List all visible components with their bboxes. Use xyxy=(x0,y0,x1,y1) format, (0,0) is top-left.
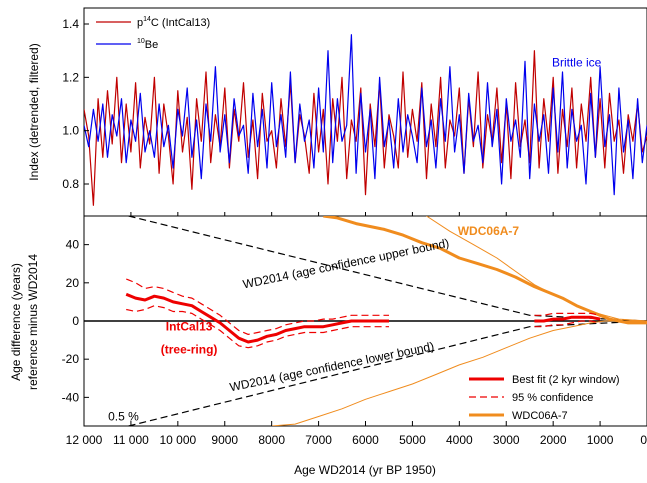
legend-label-best-fit: Best fit (2 kyr window) xyxy=(512,374,620,386)
series-wd2014-age-confidence-lower-bound xyxy=(128,320,647,426)
x-tick-label: 10 000 xyxy=(159,433,196,447)
x-tick-label: 4000 xyxy=(446,433,473,447)
top-plot-area xyxy=(84,34,647,206)
top-y-tick-label: 0.8 xyxy=(62,177,79,191)
series-best-fit-2-kyr-window xyxy=(125,292,389,344)
top-y-tick-label: 1.2 xyxy=(62,70,79,84)
series-95-confidence-lower xyxy=(126,305,389,349)
legend-label-wdc06a7: WDC06A-7 xyxy=(512,410,568,422)
axes-layer: 0.8 1.0 1.2 1.4 -40 -20 0 20 40 12 000 11 000 10 00… xyxy=(62,17,647,447)
annotation-wd2014-age-confidence-lower-bound: WD2014 (age confidence lower bound) xyxy=(228,339,435,394)
x-tick-label: 8000 xyxy=(258,433,285,447)
bottom-y-tick-label: 0 xyxy=(72,314,79,328)
x-tick-label: 7000 xyxy=(305,433,332,447)
series-10be xyxy=(84,34,647,196)
series-wd2014-age-confidence-upper-bound xyxy=(128,216,647,322)
x-tick-label: 6000 xyxy=(352,433,379,447)
annotation-tree-ring: (tree-ring) xyxy=(161,342,218,356)
bottom-y-axis-label-line2: reference minus WD2014 xyxy=(26,254,40,390)
annotation-wd2014-age-confidence-upper-bound: WD2014 (age confidence upper bound) xyxy=(242,236,451,292)
series-wdc06a-7-lower-envelope xyxy=(271,320,647,426)
bottom-legend: Best fit (2 kyr window) 95 % confidence … xyxy=(469,374,620,422)
series-wdc06a-7-upper-envelope xyxy=(426,216,647,322)
x-tick-label: 2000 xyxy=(540,433,567,447)
series-wdc06a-7 xyxy=(323,216,647,325)
x-tick-label: 11 000 xyxy=(113,433,149,447)
x-tick-label: 5000 xyxy=(399,433,426,447)
series-95-confidence-upper xyxy=(125,278,389,335)
x-tick-label: 9000 xyxy=(211,433,238,447)
bottom-plot-area xyxy=(84,216,647,426)
x-tick-label: 1000 xyxy=(587,433,614,447)
x-tick-label: 3000 xyxy=(493,433,520,447)
bottom-y-tick-label: 20 xyxy=(66,276,80,290)
top-y-axis-label: Index (detrended, filtered) xyxy=(27,43,41,180)
bottom-y-tick-label: -40 xyxy=(62,390,80,404)
annotation-wdc06a-7: WDC06A-7 xyxy=(458,224,520,238)
legend-label-confidence: 95 % confidence xyxy=(512,392,593,404)
x-tick-label: 12 000 xyxy=(66,433,103,447)
annotation-intcal13: IntCal13 xyxy=(166,320,213,334)
x-tick-label: 0 xyxy=(640,433,647,447)
top-y-tick-label: 1.4 xyxy=(62,17,79,31)
series-best-fit-recent-segment xyxy=(534,315,601,323)
annotation-brittle-ice: Brittle ice xyxy=(552,56,602,70)
x-axis-label: Age WD2014 (yr BP 1950) xyxy=(294,463,436,477)
series-p14c-intcal13 xyxy=(84,50,647,206)
top-legend: p14C (IntCal13) 10Be xyxy=(96,16,210,51)
bottom-annotations: WD2014 (age confidence upper bound) WD201… xyxy=(108,224,519,423)
bottom-y-axis-label-line1: Age difference (years) xyxy=(9,263,23,381)
series-95-confidence-recent-lower xyxy=(534,320,601,328)
bottom-y-tick-label: 40 xyxy=(66,238,80,252)
top-y-tick-label: 1.0 xyxy=(62,124,79,138)
series-95-confidence-recent-upper xyxy=(534,312,601,316)
legend-label-p14c: p14C (IntCal13) xyxy=(137,16,210,29)
annotation-0-5: 0.5 % xyxy=(108,409,139,423)
bottom-y-tick-label: -20 xyxy=(62,352,80,366)
legend-label-10be: 10Be xyxy=(137,38,158,51)
